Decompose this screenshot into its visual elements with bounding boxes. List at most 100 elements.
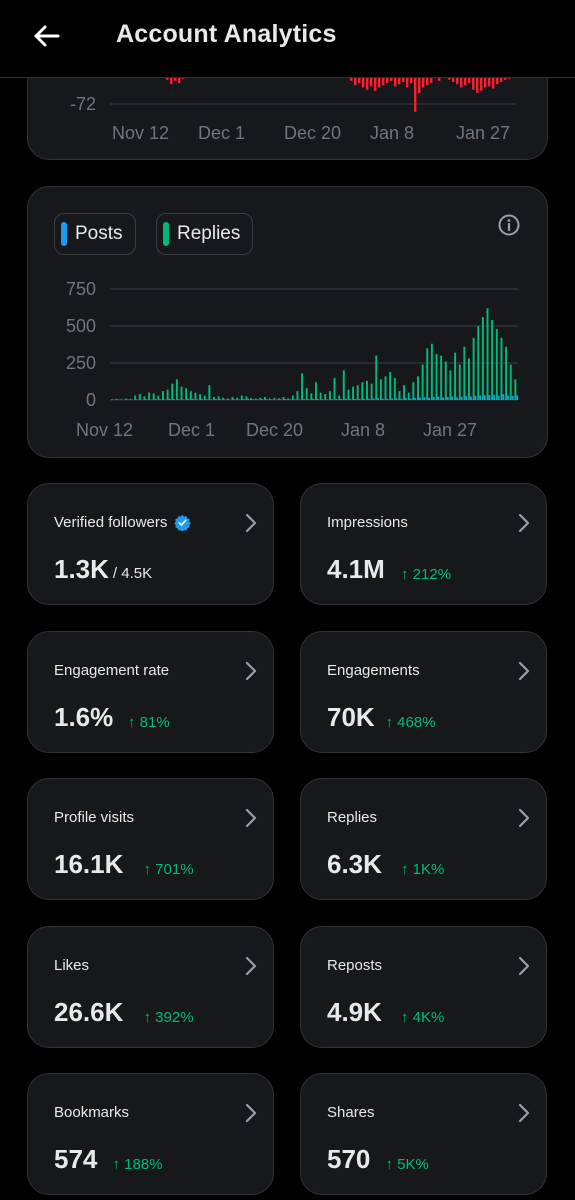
replies-swatch [163, 222, 169, 246]
stat-change: ↑ 212% [401, 566, 452, 583]
posts-bar [349, 398, 352, 400]
replies-bar [166, 389, 169, 400]
stat-card-replies[interactable]: Replies 6.3K ↑ 1K% [300, 778, 547, 900]
posts-bar [428, 397, 431, 400]
replies-bar [342, 370, 345, 400]
stat-label: Replies [327, 809, 377, 826]
stat-card-shares[interactable]: Shares 570 ↑ 5K% [300, 1073, 547, 1195]
posts-bar [242, 399, 245, 400]
posts-bar [205, 399, 208, 400]
replies-bar [505, 346, 508, 400]
top-app-bar: Account Analytics [0, 0, 575, 78]
replies-bar [324, 394, 327, 400]
replies-bar [375, 355, 378, 400]
stat-label: Engagement rate [54, 662, 169, 679]
stat-card-verified-followers[interactable]: Verified followers 1.3K/ 4.5K [27, 483, 274, 605]
stat-label: Verified followers [54, 514, 192, 531]
stat-card-impressions[interactable]: Impressions 4.1M ↑ 212% [300, 483, 547, 605]
posts-bar [224, 399, 227, 400]
replies-bar [412, 382, 415, 400]
replies-bar [124, 398, 127, 400]
negative-bar [378, 71, 381, 88]
replies-bar [129, 399, 132, 400]
replies-bar [398, 391, 401, 400]
x-tick-label: Jan 27 [456, 123, 510, 143]
stat-label: Profile visits [54, 809, 134, 826]
replies-bar [180, 386, 183, 400]
chevron-right-icon [518, 513, 530, 533]
posts-bar [303, 399, 305, 400]
posts-bar [154, 399, 157, 400]
chevron-right-icon [245, 1103, 257, 1123]
posts-bar [330, 399, 333, 400]
arrow-left-icon [34, 25, 60, 47]
stat-card-profile-visits[interactable]: Profile visits 16.1K ↑ 701% [27, 778, 274, 900]
back-button[interactable] [26, 18, 66, 54]
posts-bar [432, 397, 435, 400]
info-icon[interactable] [497, 213, 521, 237]
x-tick-label: Jan 27 [423, 420, 477, 440]
stat-change: ↑ 1K% [401, 861, 445, 878]
verified-badge-icon [174, 515, 192, 531]
stat-value-text: 16.1K [54, 849, 124, 879]
posts-bar [446, 397, 449, 400]
replies-bar [407, 392, 410, 400]
replies-bar [189, 391, 192, 400]
stat-card-engagements[interactable]: Engagements 70K ↑ 468% [300, 631, 547, 753]
stat-label-text: Likes [54, 957, 90, 974]
y-tick-label: 250 [66, 353, 96, 373]
replies-bar [338, 395, 341, 400]
replies-bar [319, 392, 322, 400]
stat-value-text: 4.9K [327, 997, 382, 1027]
posts-bar [377, 398, 380, 400]
posts-bar [210, 399, 213, 400]
negative-bar [480, 71, 483, 91]
stat-card-engagement-rate[interactable]: Engagement rate 1.6% ↑ 81% [27, 631, 274, 753]
posts-bar [182, 399, 185, 400]
chevron-right-icon [518, 1103, 530, 1123]
legend-posts-toggle[interactable]: Posts [54, 213, 136, 255]
legend-replies-toggle[interactable]: Replies [156, 213, 254, 255]
y-tick-label: -72 [70, 94, 96, 114]
replies-bar [370, 383, 373, 400]
replies-bar [213, 397, 215, 400]
stat-card-bookmarks[interactable]: Bookmarks 574 ↑ 188% [27, 1073, 274, 1195]
stat-value-text: 570 [327, 1144, 371, 1174]
posts-bar [173, 399, 176, 400]
replies-bar [486, 308, 489, 400]
posts-bar [497, 395, 500, 400]
replies-bar [296, 391, 299, 400]
replies-bar [393, 377, 396, 400]
stat-change: ↑ 81% [128, 714, 170, 731]
posts-bar [488, 394, 491, 400]
legend-replies-label: Replies [177, 223, 241, 244]
x-tick-label: Nov 12 [112, 123, 169, 143]
chevron-right-icon [245, 808, 257, 828]
posts-bar [266, 399, 268, 400]
y-tick-label: 0 [86, 390, 96, 410]
posts-bar [470, 396, 472, 400]
negative-bar [422, 71, 425, 88]
replies-bar [366, 380, 368, 400]
negative-bar [354, 71, 357, 86]
negative-bar [382, 71, 385, 86]
negative-bar [492, 71, 495, 89]
replies-bar [379, 379, 382, 400]
replies-bar [115, 398, 118, 400]
replies-bar [277, 398, 280, 400]
stat-card-likes[interactable]: Likes 26.6K ↑ 392% [27, 926, 274, 1048]
stat-value: 574 [54, 1144, 97, 1175]
stat-value: 26.6K [54, 997, 123, 1028]
x-tick-label: Dec 20 [284, 123, 341, 143]
stat-label-text: Shares [327, 1104, 375, 1121]
stat-value: 1.3K/ 4.5K [54, 554, 152, 585]
posts-bar [279, 399, 282, 400]
stat-value-text: 1.6% [54, 702, 114, 732]
replies-bar [301, 373, 304, 400]
replies-bar [477, 326, 480, 400]
posts-bar [136, 399, 139, 400]
replies-bar [148, 392, 151, 400]
replies-bar [328, 391, 331, 400]
stat-card-reposts[interactable]: Reposts 4.9K ↑ 4K% [300, 926, 547, 1048]
replies-bar [208, 385, 211, 400]
